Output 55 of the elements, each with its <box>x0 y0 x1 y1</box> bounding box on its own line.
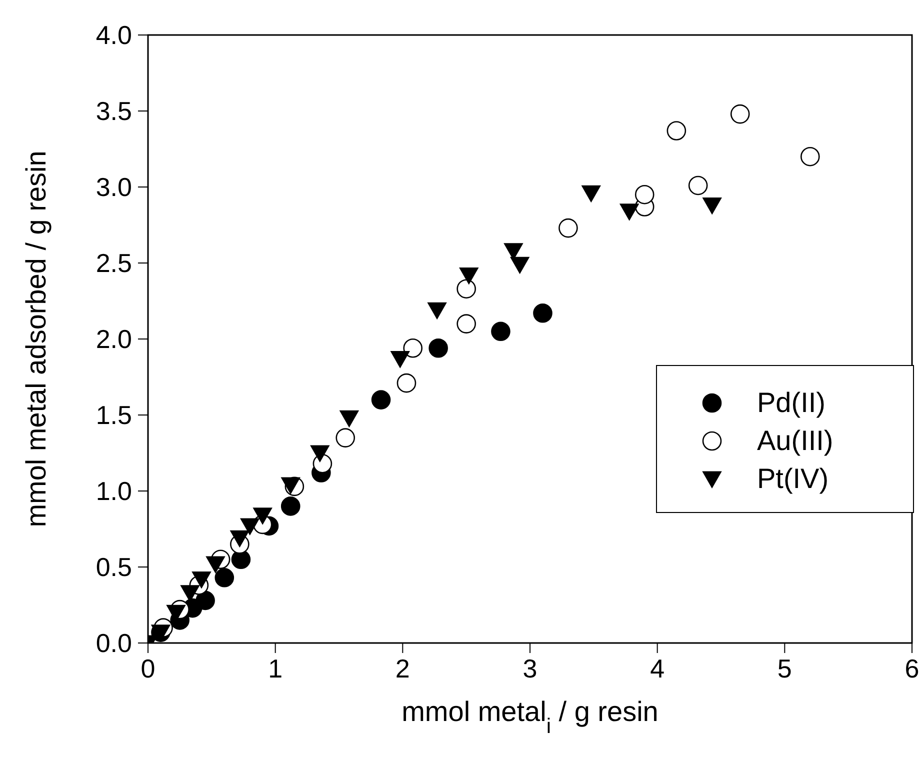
point <box>634 184 654 204</box>
point <box>491 322 510 342</box>
point <box>403 338 423 358</box>
point <box>688 176 708 196</box>
point <box>230 530 250 548</box>
x-tick-label: 6 <box>904 653 920 684</box>
point <box>396 373 416 393</box>
y-tick-label: 2.0 <box>96 324 132 354</box>
point <box>459 267 478 284</box>
y-tick-label: 3.0 <box>96 172 132 202</box>
x-axis-title: mmol metal$_{i}$ / g resin <box>402 696 658 738</box>
point <box>196 590 215 610</box>
point <box>428 302 447 320</box>
point <box>281 477 300 494</box>
point <box>620 204 639 220</box>
y-tick-label: 2.5 <box>96 248 132 278</box>
y-tick-label: 1.5 <box>96 400 132 430</box>
legend-label: Pd(II) <box>757 387 826 419</box>
x-tick-label: 4 <box>650 653 665 684</box>
point <box>456 314 476 334</box>
x-tick-label: 5 <box>777 653 792 684</box>
point <box>456 279 476 298</box>
y-tick-label: 4.0 <box>96 20 132 50</box>
point <box>240 518 260 536</box>
point <box>558 218 578 238</box>
point <box>214 568 234 588</box>
point <box>206 556 225 574</box>
y-tick-label: 1.0 <box>96 476 132 506</box>
point <box>231 550 251 570</box>
point <box>666 121 686 140</box>
point <box>730 104 750 124</box>
point <box>510 256 530 274</box>
legend-label: Au(III) <box>757 425 834 457</box>
point <box>702 198 722 214</box>
legend-label: Pt(IV) <box>757 463 829 495</box>
point <box>800 146 820 166</box>
point <box>253 508 272 524</box>
x-tick-label: 0 <box>140 653 156 684</box>
point <box>533 304 552 323</box>
point <box>390 351 410 368</box>
point <box>340 410 359 428</box>
x-tick-label: 2 <box>395 653 410 684</box>
y-axis-title: mmol metal adsorbed / g resin <box>20 150 52 528</box>
point <box>582 185 601 202</box>
point <box>310 445 330 462</box>
point <box>280 496 300 516</box>
point <box>192 571 211 588</box>
y-tick-label: 3.5 <box>96 96 132 126</box>
y-tick-label: 0.0 <box>96 628 132 658</box>
x-tick-label: 3 <box>522 653 538 684</box>
point <box>336 428 356 448</box>
x-tick-label: 1 <box>268 653 283 684</box>
point <box>428 338 448 358</box>
y-tick-label: 0.5 <box>96 552 132 582</box>
point <box>371 390 391 410</box>
